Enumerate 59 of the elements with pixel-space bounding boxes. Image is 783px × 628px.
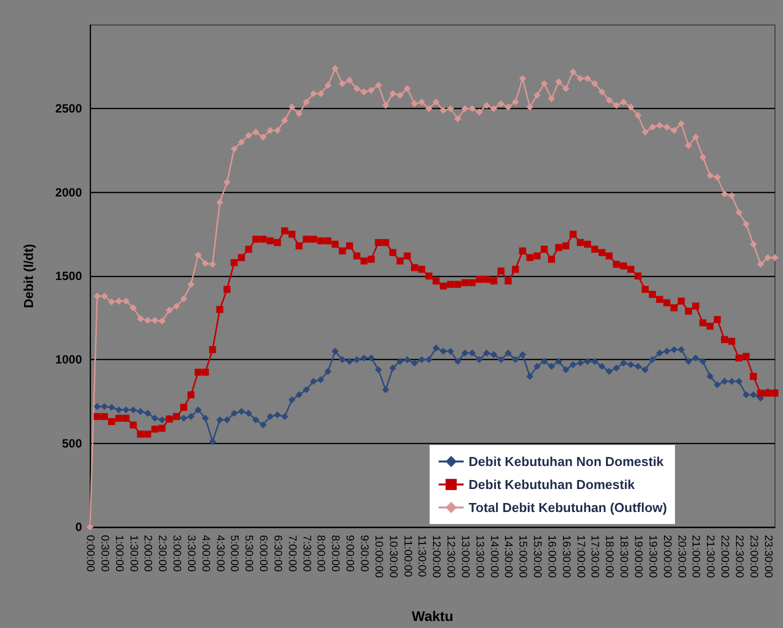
x-tick-label: 1:30:00 bbox=[127, 535, 140, 572]
x-tick-label: 21:30:00 bbox=[704, 535, 716, 578]
x-tick-label: 11:30:00 bbox=[416, 535, 428, 578]
x-tick-label: 3:30:00 bbox=[184, 535, 197, 572]
legend-label: Debit Kebutuhan Non Domestik bbox=[468, 454, 664, 469]
x-tick-label: 10:30:00 bbox=[386, 535, 399, 578]
x-tick-label: 19:30:00 bbox=[646, 535, 658, 578]
y-tick-label: 1500 bbox=[55, 269, 82, 283]
x-tick-label: 4:00:00 bbox=[199, 535, 212, 572]
x-tick-label: 14:00:00 bbox=[488, 535, 500, 578]
x-tick-label: 18:30:00 bbox=[618, 535, 630, 578]
x-tick-label: 22:30:00 bbox=[732, 535, 745, 578]
x-tick-label: 22:00:00 bbox=[718, 535, 731, 578]
x-tick-label: 0:00:00 bbox=[84, 535, 96, 572]
y-axis-title: Debit (l/dt) bbox=[21, 244, 36, 308]
x-tick-label: 5:00:00 bbox=[228, 535, 240, 572]
x-tick-label: 12:30:00 bbox=[444, 535, 457, 578]
y-tick-label: 1000 bbox=[55, 352, 82, 367]
x-tick-label: 12:00:00 bbox=[430, 535, 442, 578]
legend-label: Total Debit Kebutuhan (Outflow) bbox=[468, 500, 668, 515]
x-tick-label: 8:00:00 bbox=[314, 535, 327, 572]
y-tick-label: 500 bbox=[62, 436, 82, 450]
x-axis-title: Waktu bbox=[412, 608, 454, 624]
x-tick-label: 14:30:00 bbox=[502, 535, 514, 578]
x-tick-label: 18:00:00 bbox=[603, 535, 616, 578]
x-tick-label: 13:30:00 bbox=[473, 535, 486, 578]
x-tick-label: 20:00:00 bbox=[660, 535, 673, 578]
y-tick-label: 0 bbox=[75, 520, 82, 534]
x-tick-label: 6:00:00 bbox=[257, 535, 270, 572]
x-tick-label: 16:30:00 bbox=[560, 535, 572, 578]
x-tick-label: 3:00:00 bbox=[170, 535, 183, 572]
x-tick-label: 8:30:00 bbox=[329, 535, 342, 572]
x-tick-label: 20:30:00 bbox=[675, 535, 688, 578]
x-tick-label: 15:00:00 bbox=[516, 535, 529, 578]
x-tick-label: 10:00:00 bbox=[372, 535, 384, 578]
x-tick-label: 9:30:00 bbox=[358, 535, 370, 572]
x-tick-label: 4:30:00 bbox=[214, 535, 226, 572]
x-tick-label: 0:30:00 bbox=[98, 535, 110, 572]
x-tick-label: 21:00:00 bbox=[690, 535, 702, 578]
y-tick-label: 2500 bbox=[55, 102, 82, 116]
x-tick-label: 7:30:00 bbox=[300, 535, 312, 572]
x-tick-label: 16:00:00 bbox=[545, 535, 558, 578]
x-tick-label: 17:00:00 bbox=[574, 535, 586, 578]
x-tick-label: 11:00:00 bbox=[401, 535, 414, 578]
x-tick-label: 7:00:00 bbox=[286, 535, 298, 572]
x-tick-label: 9:00:00 bbox=[344, 535, 356, 572]
x-tick-label: 2:30:00 bbox=[156, 535, 168, 572]
x-tick-label: 13:00:00 bbox=[458, 535, 471, 578]
x-tick-label: 23:00:00 bbox=[747, 535, 760, 578]
x-tick-label: 17:30:00 bbox=[588, 535, 601, 578]
x-tick-label: 19:00:00 bbox=[632, 535, 644, 578]
x-tick-label: 6:30:00 bbox=[271, 535, 284, 572]
x-tick-label: 23:30:00 bbox=[762, 535, 774, 578]
y-tick-label: 2000 bbox=[55, 185, 82, 200]
x-tick-label: 5:30:00 bbox=[242, 535, 255, 572]
x-tick-label: 1:00:00 bbox=[112, 535, 125, 572]
x-tick-label: 15:30:00 bbox=[531, 535, 544, 578]
legend-label: Debit Kebutuhan Domestik bbox=[468, 477, 636, 492]
x-tick-label: 2:00:00 bbox=[142, 535, 154, 572]
